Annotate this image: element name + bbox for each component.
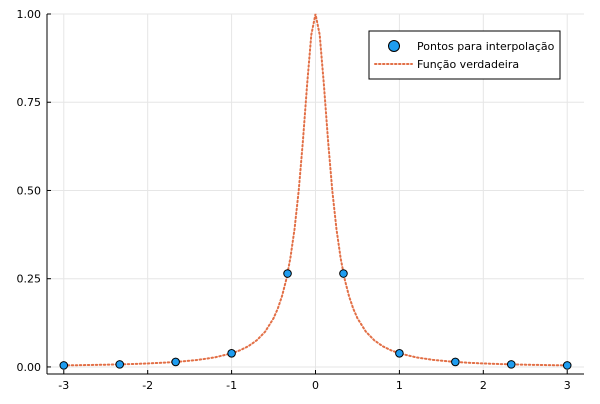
y-tick-label: 0.25 — [17, 273, 42, 286]
x-tick-label: -3 — [58, 379, 69, 392]
x-tick-label: 0 — [312, 379, 319, 392]
interpolation-point — [451, 357, 460, 367]
y-tick-label: 1.00 — [17, 8, 42, 21]
y-tick-label: 0.75 — [17, 96, 42, 109]
y-tick-label: 0.00 — [17, 361, 42, 374]
x-tick-label: 1 — [396, 379, 403, 392]
line-series-layer — [62, 13, 569, 367]
x-tick-label: 3 — [564, 379, 571, 392]
y-tick-label: 0.50 — [17, 184, 42, 197]
interpolation-point — [339, 269, 348, 278]
interpolation-point — [506, 360, 516, 369]
legend-box — [368, 30, 561, 80]
legend-label: Função verdadeira — [417, 58, 519, 71]
x-tick-label: -2 — [142, 379, 153, 392]
legend: Pontos para interpolação Função verdadei… — [368, 30, 561, 80]
legend-label: Pontos para interpolação — [417, 40, 555, 53]
ticks-layer: -3 -2 -1 0 1 2 3 0.00 0.25 0.50 0.75 1.00 — [17, 8, 571, 392]
interpolation-point — [562, 361, 572, 370]
interpolation-point — [171, 357, 180, 367]
interpolation-point — [115, 360, 125, 369]
interpolation-point — [59, 361, 69, 370]
x-tick-label: -1 — [226, 379, 237, 392]
interpolation-point — [227, 349, 236, 358]
interpolation-point — [395, 349, 404, 358]
true-function-line — [62, 13, 569, 367]
x-tick-label: 2 — [480, 379, 487, 392]
legend-marker-icon — [388, 40, 400, 52]
scatter-series-layer — [59, 269, 572, 370]
interpolation-point — [283, 269, 292, 278]
